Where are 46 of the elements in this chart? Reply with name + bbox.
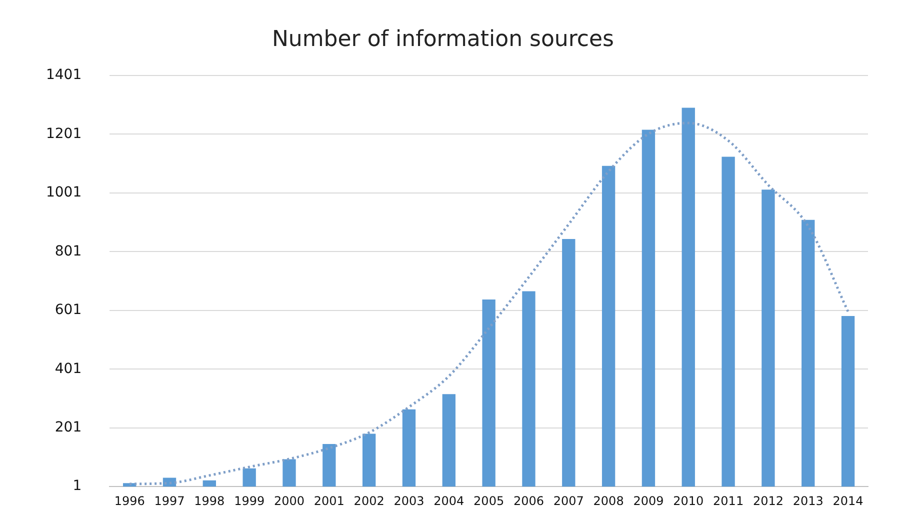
x-tick-label: 1996 xyxy=(114,494,145,508)
bar xyxy=(802,220,815,487)
bar xyxy=(602,166,616,487)
line-series xyxy=(128,122,850,486)
x-tick-label: 2011 xyxy=(713,494,744,508)
x-tick-label: 2010 xyxy=(673,494,704,508)
x-tick-label: 2005 xyxy=(474,494,504,508)
x-tick-label: 2009 xyxy=(633,494,664,508)
y-tick-label: 1401 xyxy=(46,67,82,84)
bar xyxy=(482,300,496,487)
x-tick-label: 2004 xyxy=(434,494,464,508)
y-tick-label: 1201 xyxy=(46,126,82,142)
x-tick-label: 2012 xyxy=(752,494,784,508)
bar xyxy=(242,468,256,487)
x-tick-label: 2013 xyxy=(792,494,824,508)
y-tick-label: 201 xyxy=(54,420,82,436)
bar xyxy=(841,316,855,487)
y-tick-label: 801 xyxy=(54,243,82,260)
bar xyxy=(642,130,656,487)
y-tick-label: 401 xyxy=(54,360,82,377)
x-tick-label: 2001 xyxy=(314,494,344,508)
x-tick-label: 1998 xyxy=(194,494,225,508)
x-tick-label: 2006 xyxy=(513,494,544,508)
bar xyxy=(562,239,576,487)
bar xyxy=(522,291,536,487)
bar xyxy=(362,434,376,487)
x-tick-label: 2008 xyxy=(593,494,624,508)
bar xyxy=(722,156,735,487)
x-tick-label: 2000 xyxy=(274,494,305,508)
y-tick-label: 1 xyxy=(72,478,82,494)
x-tick-label: 2002 xyxy=(354,494,384,508)
x-tick-label: 2003 xyxy=(394,494,424,508)
bar xyxy=(282,459,296,487)
bar xyxy=(762,190,775,487)
x-tick-label: 2007 xyxy=(553,494,584,508)
bar xyxy=(402,409,416,487)
y-tick-label: 601 xyxy=(54,302,82,318)
bar xyxy=(442,394,456,487)
x-tick-label: 1997 xyxy=(154,494,185,508)
bar xyxy=(322,444,336,487)
x-tick-label: 2014 xyxy=(832,494,864,508)
chart-title: Number of information sources xyxy=(272,26,614,52)
bar xyxy=(202,480,216,487)
y-tick-label: 1001 xyxy=(46,184,82,201)
bar xyxy=(682,108,695,487)
x-tick-label: 1999 xyxy=(234,494,265,508)
